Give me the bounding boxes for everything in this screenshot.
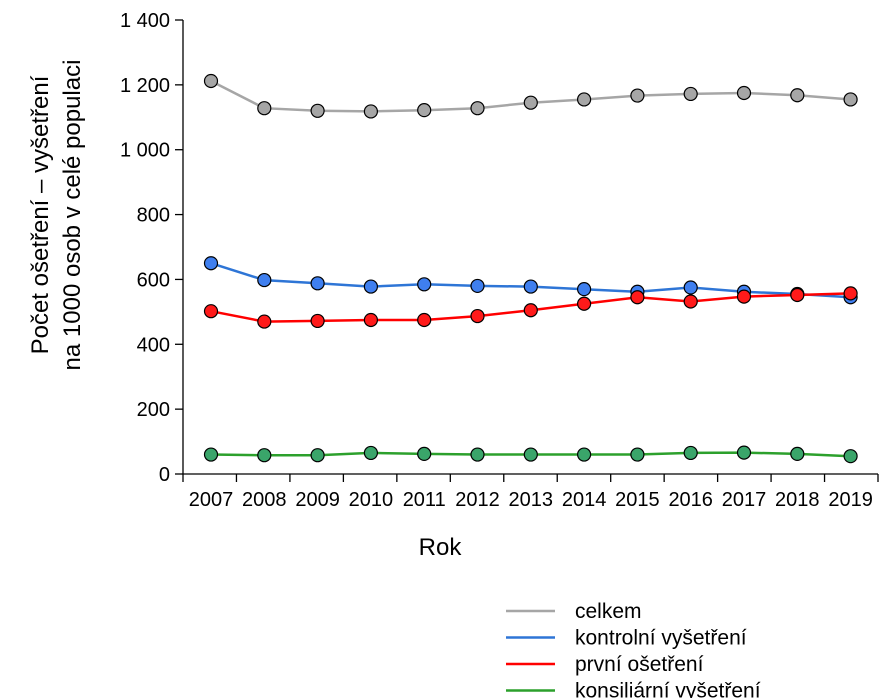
legend-label: kontrolní vyšetření — [575, 627, 747, 650]
y-tick-label: 1 000 — [120, 140, 170, 162]
x-tick-label: 2010 — [349, 489, 394, 511]
legend-item: celkem — [506, 600, 642, 623]
data-point — [683, 445, 698, 461]
y-tick-label: 800 — [137, 205, 170, 227]
data-point — [790, 88, 805, 103]
x-tick-label: 2015 — [615, 489, 660, 511]
data-point — [523, 447, 538, 462]
x-tick-label: 2013 — [509, 489, 554, 511]
data-point — [843, 286, 858, 301]
data-point — [683, 86, 698, 102]
y-axis-title-line-2: na 1000 osob v celé populaci — [59, 60, 86, 371]
x-tick-label: 2017 — [722, 489, 767, 511]
y-axis-ticks: 0 200 400 600 800 1 000 1 200 1 400 — [120, 10, 183, 486]
y-tick-label: 1 200 — [120, 75, 170, 97]
x-tick-label: 2008 — [242, 489, 287, 511]
data-point — [576, 92, 592, 107]
data-point — [417, 277, 432, 292]
y-axis-title-line-1: Počet ošetření – vyšetření — [27, 75, 54, 354]
x-tick-label: 2016 — [668, 489, 713, 511]
data-point — [736, 289, 752, 304]
data-point — [363, 445, 378, 461]
data-point — [257, 272, 272, 288]
data-point — [790, 446, 805, 461]
data-point — [790, 287, 805, 303]
x-tick-label: 2014 — [562, 489, 607, 511]
data-point — [843, 92, 858, 107]
y-tick-label: 1 400 — [120, 10, 170, 32]
data-point — [523, 95, 538, 110]
data-point — [736, 85, 752, 101]
data-point — [576, 447, 592, 462]
data-point — [203, 73, 219, 89]
series-layer — [203, 73, 858, 464]
data-point — [470, 101, 485, 116]
data-point — [363, 104, 378, 119]
data-point — [203, 447, 219, 462]
x-tick-label: 2018 — [775, 489, 820, 511]
y-tick-label: 400 — [137, 334, 170, 356]
data-point — [736, 445, 752, 460]
data-point — [310, 313, 325, 329]
data-point — [363, 279, 378, 294]
series-prvni-osetreni — [203, 286, 858, 329]
data-point — [470, 447, 485, 462]
data-point — [470, 308, 485, 324]
data-point — [576, 296, 592, 311]
data-point — [523, 303, 538, 318]
series-konsiliarni-vysetreni — [203, 445, 858, 464]
x-axis-title: Rok — [419, 534, 463, 561]
data-point — [683, 294, 698, 309]
data-point — [417, 312, 432, 328]
data-point — [470, 278, 485, 294]
data-point — [310, 448, 325, 463]
data-point — [203, 304, 219, 319]
axes — [182, 20, 878, 475]
data-point — [576, 282, 592, 297]
data-point — [843, 449, 858, 464]
data-point — [683, 280, 698, 295]
x-tick-label: 2011 — [403, 489, 446, 511]
x-tick-label: 2012 — [455, 489, 500, 511]
data-point — [630, 290, 645, 305]
data-point — [257, 101, 272, 116]
x-tick-label: 2007 — [189, 489, 234, 511]
legend-item: kontrolní vyšetření — [506, 627, 747, 650]
data-point — [417, 103, 432, 118]
legend-label: konsiliární vyšetření — [575, 680, 761, 698]
data-point — [630, 447, 645, 462]
x-tick-label: 2019 — [828, 489, 873, 511]
data-point — [523, 279, 538, 294]
y-tick-label: 200 — [137, 399, 170, 421]
data-point — [257, 314, 272, 329]
x-tick-label: 2009 — [295, 489, 340, 511]
data-point — [363, 312, 378, 328]
x-axis-ticks: 2007 2008 2009 2010 2011 2012 2013 2014 2015 2016… — [182, 474, 879, 511]
data-point — [310, 103, 325, 118]
legend-item: konsiliární vyšetření — [506, 680, 761, 698]
legend-item: první ošetření — [506, 653, 704, 676]
y-tick-label: 0 — [159, 464, 170, 486]
data-point — [310, 276, 325, 291]
data-point — [417, 446, 432, 461]
data-point — [203, 256, 219, 271]
data-point — [630, 88, 645, 103]
data-point — [257, 448, 272, 463]
legend: celkem kontrolní vyšetření první ošetření k… — [506, 600, 761, 698]
legend-label: první ošetření — [575, 653, 704, 676]
series-celkem — [203, 73, 858, 119]
legend-label: celkem — [575, 600, 642, 623]
y-tick-label: 600 — [137, 269, 170, 291]
